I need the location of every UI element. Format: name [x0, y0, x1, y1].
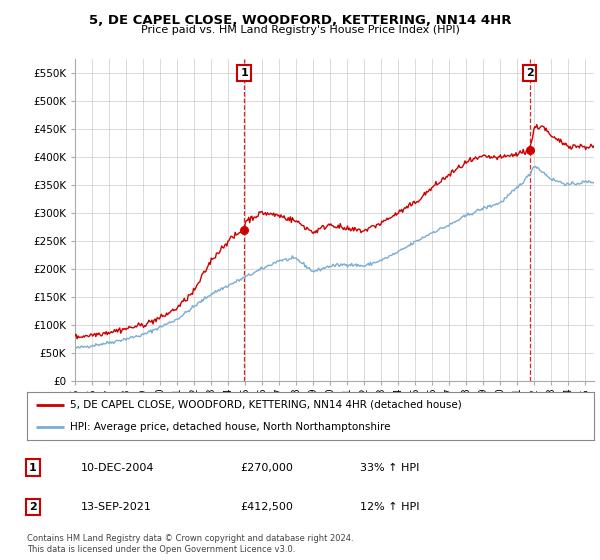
Text: £270,000: £270,000 — [240, 463, 293, 473]
Text: £412,500: £412,500 — [240, 502, 293, 512]
Text: Price paid vs. HM Land Registry's House Price Index (HPI): Price paid vs. HM Land Registry's House … — [140, 25, 460, 35]
Text: 5, DE CAPEL CLOSE, WOODFORD, KETTERING, NN14 4HR: 5, DE CAPEL CLOSE, WOODFORD, KETTERING, … — [89, 14, 511, 27]
Text: 2: 2 — [526, 68, 533, 78]
Text: 2: 2 — [29, 502, 37, 512]
Text: This data is licensed under the Open Government Licence v3.0.: This data is licensed under the Open Gov… — [27, 545, 295, 554]
Text: HPI: Average price, detached house, North Northamptonshire: HPI: Average price, detached house, Nort… — [70, 422, 390, 432]
Text: 1: 1 — [29, 463, 37, 473]
Text: 10-DEC-2004: 10-DEC-2004 — [81, 463, 155, 473]
Text: 13-SEP-2021: 13-SEP-2021 — [81, 502, 152, 512]
Text: 33% ↑ HPI: 33% ↑ HPI — [360, 463, 419, 473]
Text: 12% ↑ HPI: 12% ↑ HPI — [360, 502, 419, 512]
Text: 5, DE CAPEL CLOSE, WOODFORD, KETTERING, NN14 4HR (detached house): 5, DE CAPEL CLOSE, WOODFORD, KETTERING, … — [70, 400, 461, 410]
Text: Contains HM Land Registry data © Crown copyright and database right 2024.: Contains HM Land Registry data © Crown c… — [27, 534, 353, 543]
Text: 1: 1 — [240, 68, 248, 78]
